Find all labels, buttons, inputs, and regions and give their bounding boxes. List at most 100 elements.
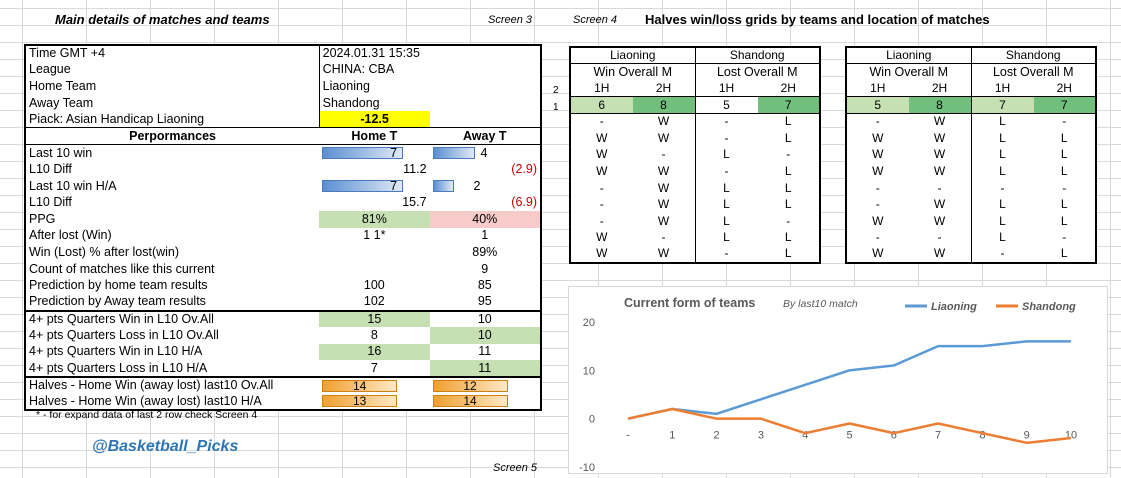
ppg-row: PPG 81% 40% [25,210,541,228]
info-label: Time GMT +4 [25,45,320,62]
win-pct-home [319,244,429,261]
grid-team-name: Shandong [971,47,1096,65]
grid-result-cell: L [784,130,792,145]
grid-result-cell: L [784,197,792,212]
last10-win-home: 7 [319,145,429,162]
grid-result-cell: W [596,147,608,162]
after-lost-away: 1 [481,228,489,243]
info-value: Shandong [322,95,380,110]
quarters-home: 7 [370,360,378,375]
l10-diff-home: 11.2 [403,161,427,176]
grid-result-cell: L [723,197,730,212]
grid-result-cell: - [875,180,880,195]
pred-away-label: Prediction by Away team results [29,294,206,309]
info-value: 2024.01.31 15:35 [322,46,420,61]
grid-total-cell: 5 [846,96,909,114]
quarters-label: 4+ pts Quarters Win in L10 H/A [29,344,203,359]
grid-result-cell: - [632,146,696,164]
y-tick-label: 10 [583,365,595,377]
y-tick-label: 0 [589,414,595,426]
pred-away-home: 102 [363,294,385,309]
grid-half-label: 2H [780,80,796,95]
grid-result-cell: L [723,213,730,228]
grid-sub-label: Win Overall M [570,63,696,81]
grid-result-cell: L [784,246,792,261]
grid-result-cell: - [908,179,972,197]
grid-result-cell: L [784,230,792,245]
grid-total-cell: 7 [971,96,1034,114]
chart-subtitle: By last10 match [783,298,858,310]
grid-team-name: Shandong [695,47,820,65]
win-pct-label: Win (Lost) % after lost(win) [29,244,180,259]
grid-result-cell: - [908,229,972,247]
halves-row: Halves - Home Win (away lost) last10 Ov.… [25,375,541,394]
count-home [319,261,429,278]
quarters-away: 10 [429,327,541,344]
grid-result-row: --L- [846,229,1096,247]
grid-half-label: 1H [594,80,610,95]
last10-win-ha-away-bar [432,180,454,193]
info-spacer [430,78,541,95]
row-number-2: 2 [553,85,559,96]
grid-result-cell: - [875,197,880,212]
grid-result-cell: L [784,180,792,195]
perf-header-row: Perpormances Home T Away T [25,127,541,146]
count-row: Count of matches like this current 9 [25,261,541,278]
grid-total-cell: 8 [908,96,972,114]
info-label: Home Team [25,78,320,95]
pred-home-row: Prediction by home team results 100 85 [25,277,541,294]
grid-result-cell: L [1060,213,1068,228]
ppg-label: PPG [29,211,56,226]
halves-home: 13 [319,393,429,410]
quarters-label: 4+ pts Quarters Loss in L10 H/A [29,360,208,375]
info-row: Time GMT +4 2024.01.31 15:35 [25,45,541,62]
grid-result-cell: L [1060,130,1068,145]
l10-diff-ha-label: L10 Diff [29,195,72,210]
info-value: CHINA: CBA [322,62,395,77]
grid-half-label: 2H [632,80,696,97]
halves-home-bar: 13 [322,395,398,408]
perf-header-label: Perpormances [25,127,320,146]
row-number-1: 1 [553,102,559,113]
grid-sub-label: Win Overall M [846,63,972,81]
grid-result-cell: L [999,114,1006,129]
handle-link[interactable]: @Basketball_Picks [92,438,239,455]
grid-result-cell: W [632,212,696,230]
grid-result-cell: W [872,147,884,162]
grid-result-cell: L [999,230,1006,245]
l10-diff-ha-home: 15.7 [402,195,427,210]
quarters-home: 16 [319,343,430,361]
l10-diff-ha-row: L10 Diff 15.7 (6.9) [25,194,541,211]
info-label: Piack: Asian Handicap Liaoning [25,111,320,128]
last10-win-ha-label: Last 10 win H/A [29,178,117,193]
pred-away-away: 95 [477,294,492,309]
quarters-row: 4+ pts Quarters Win in L10 H/A 16 11 [25,343,541,361]
grid-result-cell: W [908,113,972,130]
grid-result-cell: W [908,196,972,213]
grid-total-cell: 7 [757,96,820,114]
info-label: Away Team [25,94,320,112]
grid-result-cell: L [784,163,792,178]
halves-away: 14 [430,393,541,410]
grid-total-cell: 6 [570,96,633,114]
grid-result-cell: - [1000,246,1005,261]
info-spacer [430,62,541,79]
grid-result-cell: W [872,163,884,178]
grid-total-cell: 5 [695,96,758,114]
win-pct-row: Win (Lost) % after lost(win) 89% [25,244,541,261]
grid-result-cell: L [999,130,1006,145]
grid-half-row: 1H 2H 1H 2H [846,80,1096,97]
halves-away-bar: 12 [432,379,508,392]
quarters-away: 11 [429,360,541,377]
last10-win-ha-home: 7 [319,178,429,195]
info-row: Away Team Shandong [25,94,541,112]
grid-result-cell: - [1000,180,1005,195]
count-label: Count of matches like this current [29,261,215,276]
after-lost-home: 1 1* [363,228,386,243]
grid-team-name: Liaoning [846,47,972,65]
screen5-label: Screen 5 [493,462,538,474]
